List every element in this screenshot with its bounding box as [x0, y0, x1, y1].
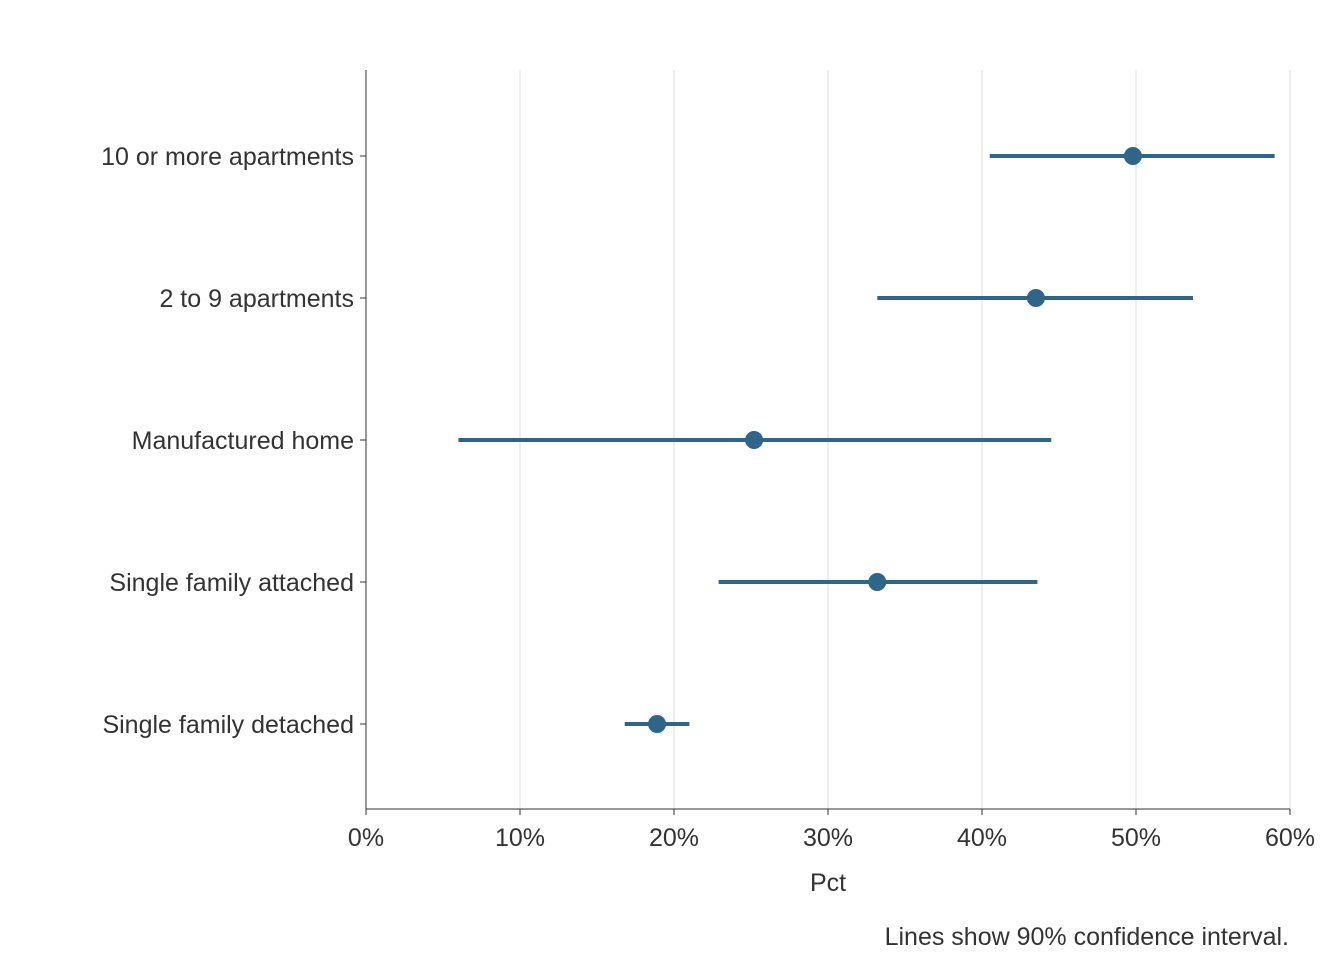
x-tick-label-60: 60% — [1265, 824, 1315, 852]
x-tick-label-10: 10% — [495, 824, 545, 852]
point-2 — [745, 431, 764, 449]
x-tick-label-20: 20% — [649, 824, 699, 852]
point-4 — [648, 715, 667, 733]
x-tick-label-40: 40% — [957, 824, 1007, 852]
point-1 — [1026, 289, 1045, 307]
y-axis-categories: 10 or more apartments 2 to 9 apartments Ma… — [101, 143, 366, 739]
data-marks — [458, 147, 1275, 733]
x-tick-label-30: 30% — [803, 824, 853, 852]
x-axis-title: Pct — [810, 869, 846, 897]
x-axis-ticks: 0% 10% 20% 30% 40% 50% 60% — [348, 809, 1315, 852]
point-0 — [1123, 147, 1142, 165]
category-label-2: Manufactured home — [132, 427, 354, 455]
category-label-0: 10 or more apartments — [101, 143, 354, 171]
x-tick-label-50: 50% — [1111, 824, 1161, 852]
category-label-3: Single family attached — [109, 569, 354, 597]
category-label-1: 2 to 9 apartments — [159, 285, 354, 313]
point-3 — [868, 573, 887, 591]
chart-caption: Lines show 90% confidence interval. — [885, 923, 1289, 951]
category-label-4: Single family detached — [102, 711, 354, 739]
x-tick-label-0: 0% — [348, 824, 384, 852]
